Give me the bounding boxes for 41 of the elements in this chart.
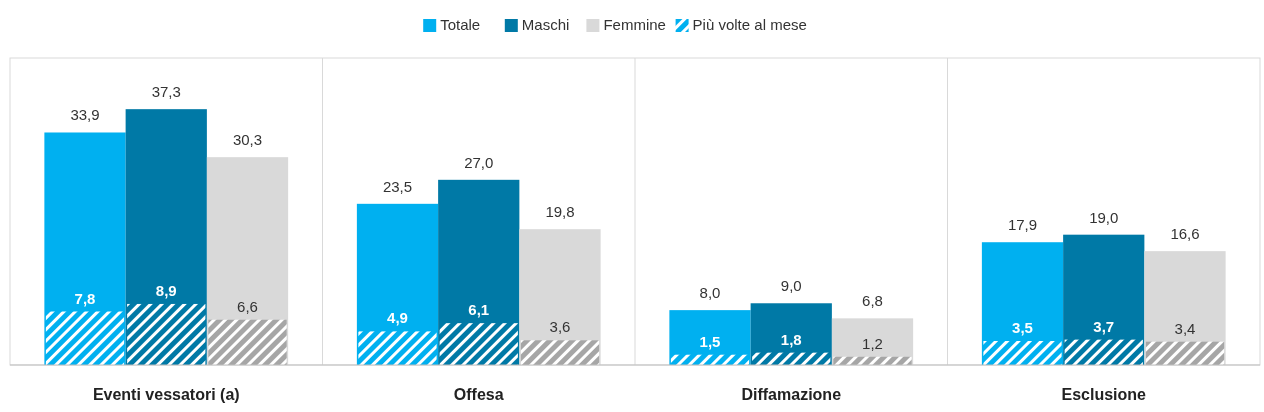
- data-label: 3,5: [1012, 318, 1033, 336]
- data-label: 30,3: [232, 131, 263, 149]
- bar: [1145, 341, 1225, 365]
- x-tick-label: Diffamazione: [741, 386, 842, 403]
- data-label: 1,5: [699, 332, 721, 350]
- data-label: 17,9: [1007, 216, 1038, 234]
- data-label: 1,2: [862, 334, 883, 352]
- data-label: 7,8: [74, 289, 96, 307]
- legend-label: Femmine: [603, 16, 666, 33]
- data-label: 4,9: [387, 309, 408, 327]
- data-label: 9,0: [780, 277, 802, 295]
- data-label: 1,8: [780, 330, 802, 348]
- data-label: 3,4: [1174, 319, 1196, 337]
- legend-label: Maschi: [521, 16, 570, 33]
- data-label: 33,9: [70, 106, 100, 124]
- data-label: 6,6: [237, 297, 258, 315]
- data-label: 27,0: [464, 153, 494, 171]
- bar: [208, 319, 287, 365]
- legend-label: Più volte al mese: [692, 16, 807, 33]
- x-tick-label: Offesa: [453, 386, 504, 403]
- data-label: 16,6: [1170, 225, 1200, 243]
- bar: [439, 323, 518, 365]
- data-label: 8,9: [155, 281, 177, 299]
- bar: [45, 311, 125, 365]
- bar: [520, 340, 600, 365]
- bar: [983, 340, 1062, 365]
- data-label: 6,8: [862, 292, 883, 310]
- x-tick-label: Esclusione: [1061, 386, 1147, 403]
- data-label: 3,7: [1093, 317, 1115, 335]
- data-label: 8,0: [699, 284, 721, 302]
- bar: [358, 331, 437, 365]
- data-label: 3,6: [549, 318, 571, 336]
- data-label: 19,8: [545, 203, 575, 221]
- data-label: 23,5: [382, 177, 413, 195]
- bar: [1064, 339, 1143, 365]
- legend-label: Totale: [440, 16, 481, 33]
- data-label: 37,3: [151, 83, 181, 101]
- data-label: 19,0: [1089, 208, 1119, 226]
- x-tick-label: Eventi vessatori (a): [92, 386, 240, 403]
- bar: [127, 303, 206, 365]
- data-label: 6,1: [468, 301, 490, 319]
